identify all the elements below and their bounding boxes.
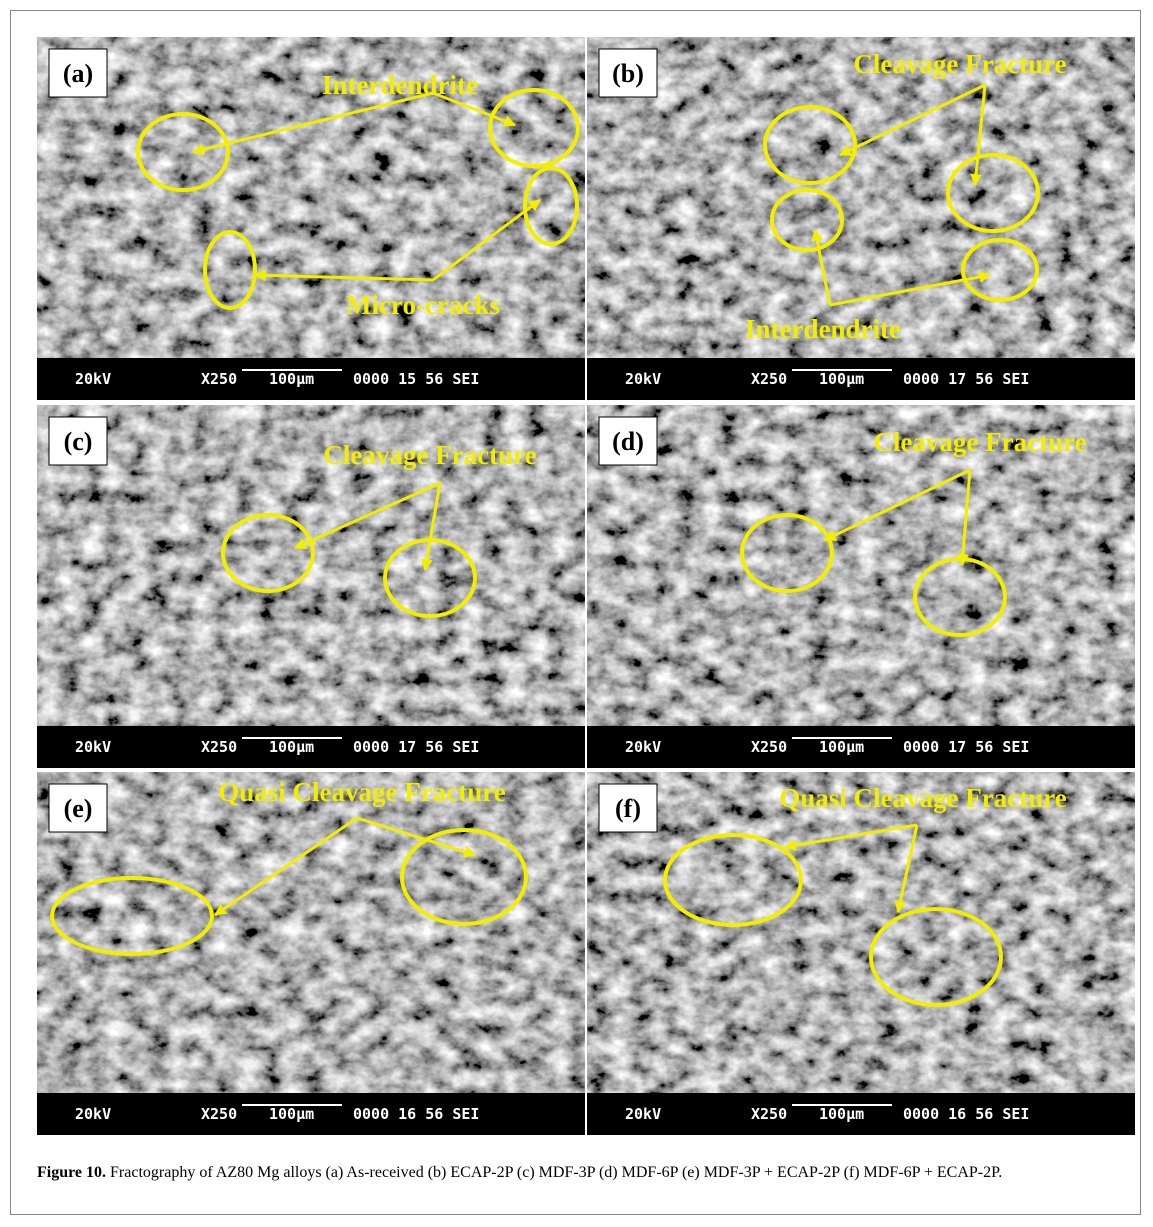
annotation: Interdendrite — [322, 70, 478, 100]
sem-image — [587, 772, 1135, 1093]
annotation: Interdendrite — [745, 314, 901, 344]
bar-scale: 100µm — [819, 1105, 864, 1123]
bar-magnification: X250 — [751, 1105, 787, 1123]
panel-label: (c) — [64, 427, 93, 456]
sem-image — [587, 37, 1135, 358]
caption-label: Figure 10. — [37, 1164, 106, 1181]
sem-image — [37, 37, 585, 358]
annotation: Cleavage Fracture — [873, 427, 1086, 457]
bar-scale: 100µm — [819, 738, 864, 756]
bar-voltage: 20kV — [625, 1105, 661, 1123]
annotation: Quasi Cleavage Fracture — [779, 783, 1066, 813]
bar-code: 0000 16 56 SEI — [903, 1105, 1029, 1123]
panel-label: (e) — [64, 794, 93, 823]
sem-panel: 20kV X250 100µm 0000 16 56 SEI (e) Quasi Clea… — [37, 772, 585, 1135]
sem-panel: 20kV X250 100µm 0000 17 56 SEI (c) Cleavage F… — [37, 405, 585, 768]
caption: Figure 10. Fractography of AZ80 Mg alloy… — [37, 1163, 1122, 1183]
bar-code: 0000 17 56 SEI — [903, 738, 1029, 756]
bar-code: 0000 17 56 SEI — [353, 738, 479, 756]
bar-scale: 100µm — [269, 1105, 314, 1123]
bar-voltage: 20kV — [625, 370, 661, 388]
sem-panel: 20kV X250 100µm 0000 17 56 SEI (d) Cleavage F… — [587, 405, 1135, 768]
bar-voltage: 20kV — [75, 370, 111, 388]
sem-panel: 20kV X250 100µm 0000 15 56 SEI (a) Interdendr… — [37, 37, 585, 400]
annotation: Cleavage Fracture — [323, 440, 536, 470]
bar-voltage: 20kV — [625, 738, 661, 756]
panel-label: (f) — [615, 794, 641, 823]
bar-code: 0000 17 56 SEI — [903, 370, 1029, 388]
caption-text: Fractography of AZ80 Mg alloys (a) As-re… — [110, 1164, 1002, 1181]
bar-voltage: 20kV — [75, 1105, 111, 1123]
bar-magnification: X250 — [751, 370, 787, 388]
bar-magnification: X250 — [751, 738, 787, 756]
bar-magnification: X250 — [201, 1105, 237, 1123]
sem-panel: 20kV X250 100µm 0000 17 56 SEI (b) Cleavage F… — [587, 37, 1135, 400]
bar-scale: 100µm — [819, 370, 864, 388]
figure: 20kV X250 100µm 0000 15 56 SEI (a) Interdendr… — [0, 0, 1153, 1160]
annotation: Cleavage Fracture — [853, 49, 1066, 79]
bar-code: 0000 16 56 SEI — [353, 1105, 479, 1123]
bar-scale: 100µm — [269, 738, 314, 756]
bar-magnification: X250 — [201, 370, 237, 388]
panel-label: (d) — [612, 427, 644, 456]
panel-label: (a) — [63, 59, 93, 88]
bar-magnification: X250 — [201, 738, 237, 756]
sem-image — [37, 772, 585, 1093]
panel-label: (b) — [612, 59, 644, 88]
annotation: Quasi Cleavage Fracture — [218, 777, 505, 807]
sem-panel: 20kV X250 100µm 0000 16 56 SEI (f) Quasi Clea… — [587, 772, 1135, 1135]
bar-scale: 100µm — [269, 370, 314, 388]
page: 20kV X250 100µm 0000 15 56 SEI (a) Interdendr… — [0, 0, 1153, 1227]
bar-voltage: 20kV — [75, 738, 111, 756]
annotation: Micro-cracks — [346, 290, 500, 320]
bar-code: 0000 15 56 SEI — [353, 370, 479, 388]
